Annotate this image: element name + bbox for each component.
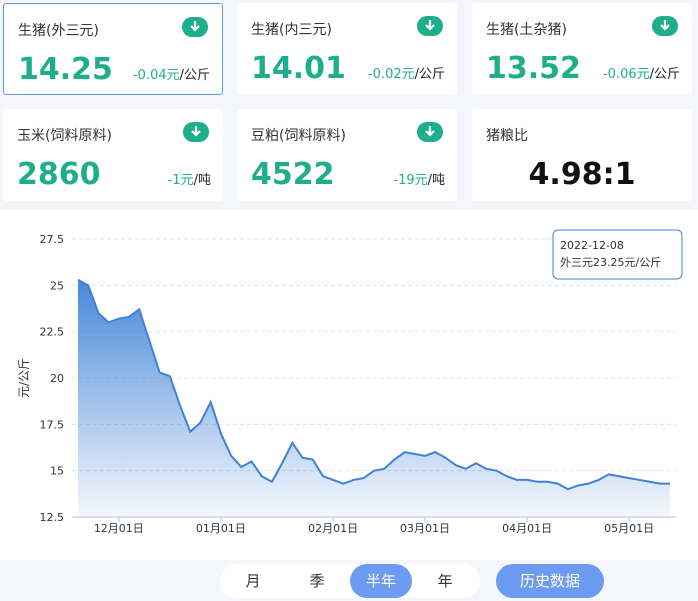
- change: -0.02元/公斤: [368, 63, 445, 82]
- down-icon: [182, 17, 208, 37]
- y-tick-label: 27.5: [40, 233, 65, 246]
- x-tick-label: 02月01日: [308, 522, 358, 535]
- price: 14.01: [251, 51, 346, 86]
- x-tick-label: 05月01日: [604, 522, 654, 535]
- arrow: [190, 21, 200, 32]
- price-card[interactable]: 猪粮比 4.98:1: [472, 109, 692, 201]
- arrow: [191, 126, 201, 137]
- down-icon: [417, 122, 443, 142]
- ratio: 4.98:1: [528, 157, 636, 192]
- change-value: -0.06元: [602, 67, 650, 82]
- y-tick-label: 12.5: [40, 511, 65, 524]
- period-button[interactable]: 季: [309, 572, 325, 590]
- unit: /公斤: [649, 67, 680, 82]
- price-card[interactable]: 玉米(饲料原料) 2860 -1元/吨: [3, 109, 223, 201]
- tooltip-text: 外三元23.25元/公斤: [560, 256, 661, 269]
- change-value: -1元: [167, 173, 194, 188]
- price-card[interactable]: 豆粕(饲料原料) 4522 -19元/吨: [237, 109, 457, 201]
- card-name: 生猪(内三元): [251, 22, 332, 38]
- unit: /公斤: [179, 68, 210, 83]
- period-button[interactable]: 年: [437, 572, 453, 590]
- history-button[interactable]: 历史数据: [496, 564, 604, 598]
- down-icon: [417, 16, 443, 36]
- price: 14.25: [18, 52, 113, 87]
- change: -1元/吨: [168, 169, 211, 188]
- area: [78, 279, 670, 517]
- arrow: [425, 20, 435, 31]
- y-tick-label: 25: [50, 279, 64, 292]
- chart: 元/公斤 12.5 15 17.5 20 22.5 25 27.5 12月01日 01月01日 0…: [0, 210, 698, 560]
- y-label: 元/公斤: [17, 358, 31, 398]
- tooltip-box: [552, 229, 683, 280]
- price-card[interactable]: 生猪(外三元) 14.25 -0.04元/公斤: [3, 3, 223, 95]
- price: 13.52: [486, 51, 581, 86]
- y-tick-label: 20: [50, 372, 64, 385]
- change-value: -19元: [393, 173, 428, 188]
- price-card[interactable]: 生猪(土杂猪) 13.52 -0.06元/公斤: [472, 3, 692, 95]
- period-switch: 月 季 半年 年: [220, 564, 480, 598]
- x-tick-label: 03月01日: [400, 522, 450, 535]
- arrow: [425, 126, 435, 137]
- price: 2860: [17, 157, 101, 192]
- change: -19元/吨: [393, 169, 445, 188]
- period-button[interactable]: 半年: [350, 564, 412, 598]
- down-icon: [652, 16, 678, 36]
- period-button[interactable]: 月: [245, 572, 261, 590]
- y-tick-label: 15: [50, 465, 64, 478]
- unit: /吨: [193, 173, 211, 188]
- card-name: 生猪(外三元): [18, 23, 99, 39]
- x-tick-label: 12月01日: [94, 522, 144, 535]
- line: [77, 278, 670, 491]
- arrow: [660, 20, 670, 31]
- y-tick-label: 17.5: [40, 418, 65, 431]
- change: -0.06元/公斤: [603, 63, 680, 82]
- down-icon: [183, 122, 209, 142]
- change-value: -0.02元: [367, 67, 415, 82]
- price: 4522: [251, 157, 335, 192]
- x-tick-label: 01月01日: [196, 522, 246, 535]
- card-name: 生猪(土杂猪): [486, 22, 567, 38]
- card-name: 玉米(饲料原料): [17, 128, 112, 144]
- unit: /公斤: [414, 67, 445, 82]
- y-tick-label: 22.5: [40, 326, 65, 339]
- x-tick-label: 04月01日: [502, 522, 552, 535]
- unit: /吨: [427, 173, 445, 188]
- card-name: 豆粕(饲料原料): [251, 128, 346, 144]
- change-value: -0.04元: [132, 68, 180, 83]
- card-name: 猪粮比: [486, 128, 528, 144]
- price-card[interactable]: 生猪(内三元) 14.01 -0.02元/公斤: [237, 3, 457, 95]
- change: -0.04元/公斤: [133, 64, 210, 83]
- tooltip-date: 2022-12-08: [560, 239, 624, 252]
